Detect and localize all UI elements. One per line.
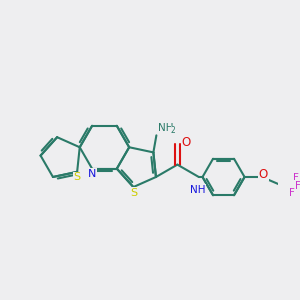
- Text: NH: NH: [158, 123, 173, 133]
- Text: F: F: [293, 172, 299, 182]
- Text: O: O: [182, 136, 191, 149]
- Text: 2: 2: [171, 126, 176, 135]
- Text: S: S: [74, 172, 81, 182]
- Text: F: F: [295, 181, 300, 191]
- Text: O: O: [259, 168, 268, 181]
- Text: N: N: [88, 169, 96, 178]
- Text: NH: NH: [190, 185, 205, 195]
- Text: S: S: [130, 188, 137, 197]
- Text: F: F: [289, 188, 295, 198]
